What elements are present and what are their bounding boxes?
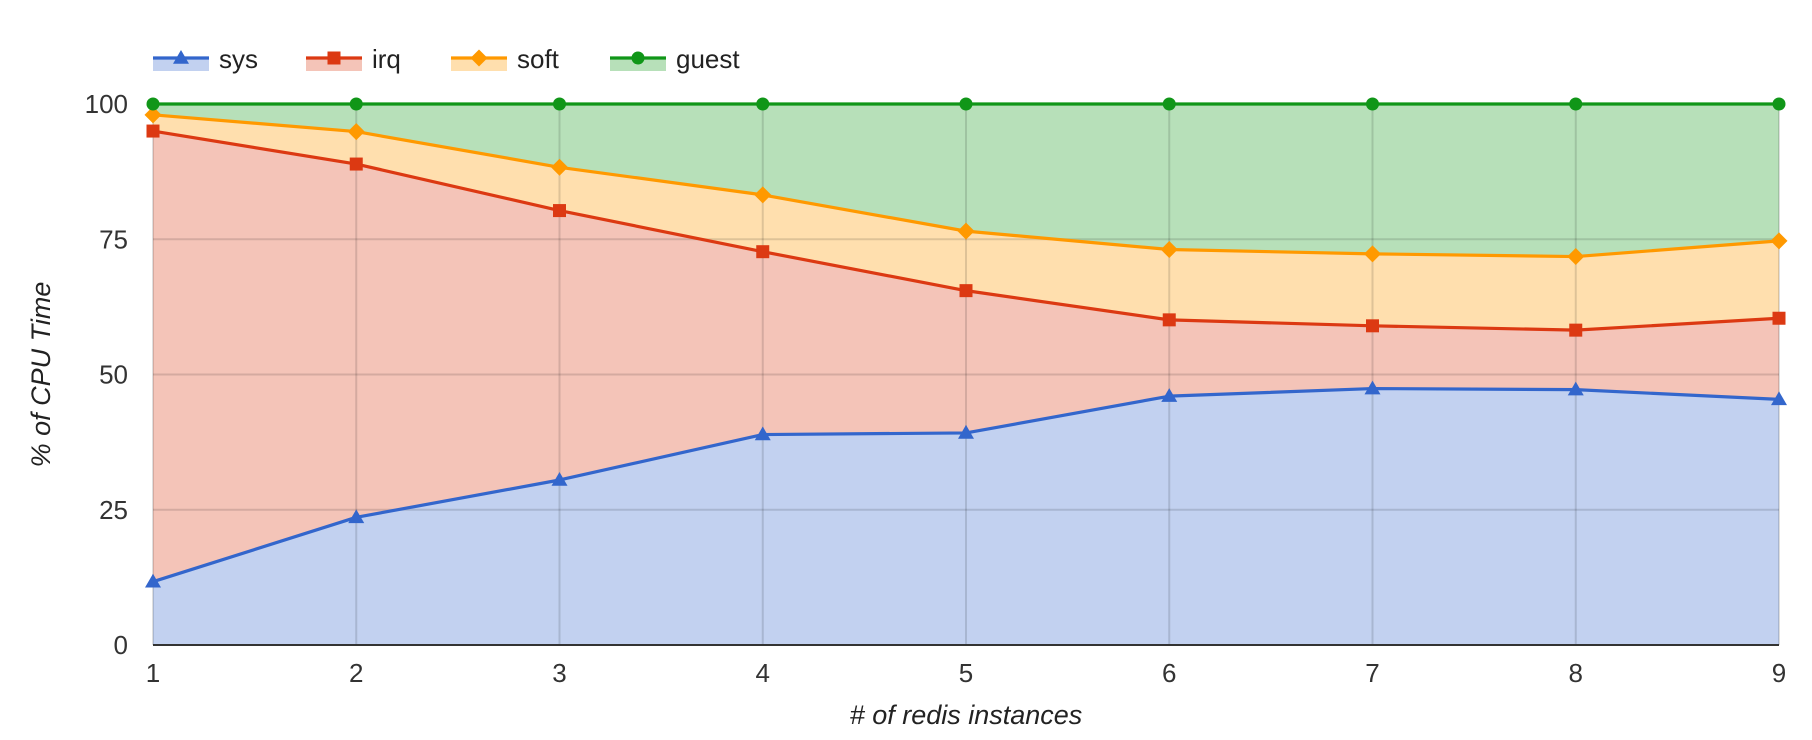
x-tick-label-3: 3 xyxy=(552,658,566,688)
gridlines xyxy=(152,103,1780,645)
point-sys-1 xyxy=(145,573,161,588)
x-tick-label-6: 6 xyxy=(1162,658,1176,688)
point-sys-3 xyxy=(551,471,568,486)
point-soft-9 xyxy=(1770,232,1788,250)
x-tick-label-4: 4 xyxy=(756,658,770,688)
y-tick-label-100: 100 xyxy=(85,89,128,119)
point-irq-8 xyxy=(1569,323,1583,337)
legend: sys irq soft guest xyxy=(153,44,740,74)
area-guest xyxy=(153,104,1779,257)
point-soft-5 xyxy=(957,222,975,240)
legend-label-irq: irq xyxy=(372,44,401,74)
point-sys-2 xyxy=(348,509,365,524)
point-guest-8 xyxy=(1569,97,1583,111)
point-guest-4 xyxy=(756,97,770,111)
area-sys xyxy=(153,388,1779,645)
x-tick-label-2: 2 xyxy=(349,658,363,688)
point-irq-7 xyxy=(1366,319,1379,333)
point-irq-3 xyxy=(553,204,566,218)
legend-item-sys: sys xyxy=(153,44,258,74)
point-soft-1 xyxy=(144,106,162,124)
x-axis-title: # of redis instances xyxy=(850,700,1083,730)
point-guest-3 xyxy=(553,97,566,111)
point-soft-8 xyxy=(1567,248,1585,266)
y-axis-tick-labels: 0 25 50 75 100 xyxy=(85,89,128,660)
legend-swatch-irq xyxy=(306,59,362,71)
x-tick-label-9: 9 xyxy=(1772,658,1786,688)
x-axis-tick-labels: 1 2 3 4 5 6 7 8 9 xyxy=(146,658,1786,688)
legend-swatch-sys xyxy=(153,59,209,71)
legend-label-sys: sys xyxy=(219,44,258,74)
legend-label-guest: guest xyxy=(676,44,740,74)
y-tick-label-75: 75 xyxy=(99,224,128,254)
y-tick-label-25: 25 xyxy=(99,495,128,525)
point-guest-1 xyxy=(146,97,160,111)
point-sys-5 xyxy=(958,424,974,439)
area-irq xyxy=(153,131,1779,582)
x-tick-label-5: 5 xyxy=(959,658,973,688)
y-tick-label-0: 0 xyxy=(114,630,128,660)
point-guest-5 xyxy=(959,97,973,111)
legend-marker-irq xyxy=(327,51,341,65)
point-irq-4 xyxy=(756,245,770,259)
legend-label-soft: soft xyxy=(517,44,560,74)
legend-item-soft: soft xyxy=(451,44,560,74)
x-tick-label-7: 7 xyxy=(1365,658,1379,688)
point-irq-6 xyxy=(1162,313,1176,327)
point-sys-4 xyxy=(754,426,771,441)
point-irq-5 xyxy=(959,284,973,298)
point-guest-6 xyxy=(1162,97,1176,111)
point-soft-2 xyxy=(347,123,365,141)
point-soft-4 xyxy=(754,186,772,204)
point-soft-3 xyxy=(551,158,568,176)
legend-marker-guest xyxy=(631,51,645,65)
point-irq-1 xyxy=(146,124,160,138)
point-guest-9 xyxy=(1772,97,1786,111)
point-sys-9 xyxy=(1771,391,1787,406)
legend-item-guest: guest xyxy=(610,44,740,74)
series-markers xyxy=(144,97,1788,588)
x-tick-label-8: 8 xyxy=(1569,658,1583,688)
legend-marker-sys xyxy=(173,50,189,64)
legend-swatch-guest xyxy=(610,59,666,71)
y-tick-label-50: 50 xyxy=(99,360,128,390)
point-sys-7 xyxy=(1364,380,1381,395)
point-sys-8 xyxy=(1567,381,1584,396)
point-soft-6 xyxy=(1160,241,1178,259)
y-axis-title: % of CPU Time xyxy=(26,282,56,468)
point-soft-7 xyxy=(1364,245,1381,263)
x-tick-label-1: 1 xyxy=(146,658,160,688)
point-sys-6 xyxy=(1161,388,1178,402)
point-guest-7 xyxy=(1366,97,1379,111)
legend-item-irq: irq xyxy=(306,44,401,74)
point-guest-2 xyxy=(349,97,363,111)
point-irq-2 xyxy=(349,157,363,171)
legend-marker-soft xyxy=(470,49,488,67)
point-irq-9 xyxy=(1772,311,1786,325)
